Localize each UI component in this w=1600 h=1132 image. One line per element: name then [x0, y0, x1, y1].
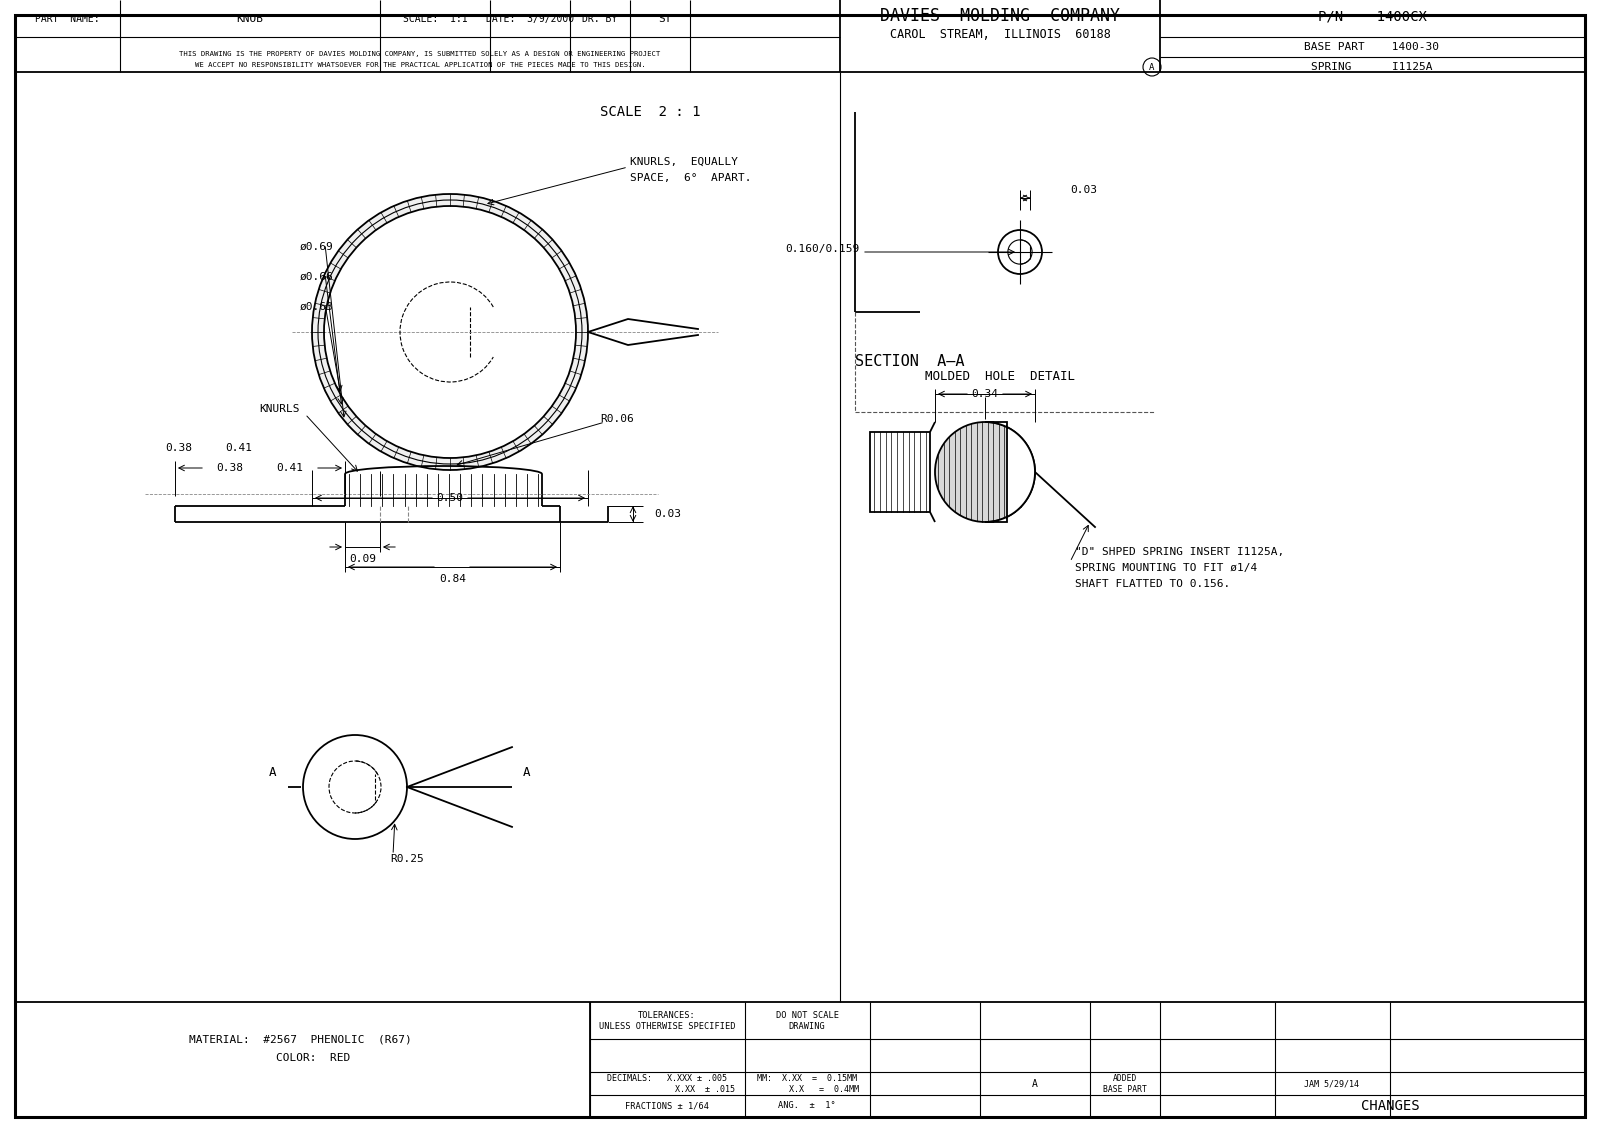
Text: ø0.69: ø0.69 — [301, 242, 334, 252]
Text: SCALE  2 : 1: SCALE 2 : 1 — [600, 105, 701, 119]
Circle shape — [934, 422, 1035, 522]
Text: DR. BY: DR. BY — [582, 14, 618, 24]
Circle shape — [323, 206, 576, 458]
Text: SPRING MOUNTING TO FIT ø1/4: SPRING MOUNTING TO FIT ø1/4 — [1075, 563, 1258, 573]
Text: SPACE,  6°  APART.: SPACE, 6° APART. — [630, 173, 752, 183]
Text: R0.25: R0.25 — [390, 854, 424, 864]
Text: SHAFT FLATTED TO 0.156.: SHAFT FLATTED TO 0.156. — [1075, 578, 1230, 589]
Text: DATE:  3/9/2000: DATE: 3/9/2000 — [486, 14, 574, 24]
Text: WE ACCEPT NO RESPONSIBILITY WHATSOEVER FOR THE PRACTICAL APPLICATION OF THE PIEC: WE ACCEPT NO RESPONSIBILITY WHATSOEVER F… — [195, 62, 645, 68]
Text: ø0.66: ø0.66 — [301, 272, 334, 282]
Text: 0.38: 0.38 — [216, 463, 243, 473]
Text: A: A — [269, 765, 277, 779]
Text: 0.84: 0.84 — [438, 574, 466, 584]
Text: P/N    1400CX: P/N 1400CX — [1317, 9, 1427, 23]
Text: ADDED
BASE PART: ADDED BASE PART — [1102, 1074, 1147, 1094]
Text: 0.41: 0.41 — [226, 443, 253, 453]
Text: FRACTIONS ± 1/64: FRACTIONS ± 1/64 — [626, 1101, 709, 1110]
Text: KNURLS,  EQUALLY: KNURLS, EQUALLY — [630, 157, 738, 168]
Text: 0.03: 0.03 — [654, 509, 682, 518]
Text: JAM 5/29/14: JAM 5/29/14 — [1304, 1080, 1360, 1089]
Text: "D" SHPED SPRING INSERT I1125A,: "D" SHPED SPRING INSERT I1125A, — [1075, 547, 1285, 557]
Text: MATERIAL:  #2567  PHENOLIC  (R67): MATERIAL: #2567 PHENOLIC (R67) — [189, 1035, 411, 1045]
Text: TOLERANCES:
UNLESS OTHERWISE SPECIFIED: TOLERANCES: UNLESS OTHERWISE SPECIFIED — [598, 1011, 736, 1031]
Text: DAVIES  MOLDING  COMPANY: DAVIES MOLDING COMPANY — [880, 7, 1120, 25]
Text: SCALE:  1:1: SCALE: 1:1 — [403, 14, 467, 24]
Text: DECIMALS:   X.XXX ± .005
               X.XX  ± .015: DECIMALS: X.XXX ± .005 X.XX ± .015 — [600, 1074, 734, 1094]
Text: CAROL  STREAM,  ILLINOIS  60188: CAROL STREAM, ILLINOIS 60188 — [890, 28, 1110, 42]
Text: R0.06: R0.06 — [600, 414, 634, 424]
Text: SPRING      I1125A: SPRING I1125A — [1312, 62, 1432, 72]
Text: A: A — [1032, 1079, 1038, 1089]
Text: 0.09: 0.09 — [349, 554, 376, 564]
Text: COLOR:  RED: COLOR: RED — [250, 1053, 350, 1063]
Bar — [870, 432, 930, 512]
Text: ø0.63: ø0.63 — [301, 302, 334, 312]
Text: PART  NAME:: PART NAME: — [35, 14, 99, 24]
Text: DO NOT SCALE
DRAWING: DO NOT SCALE DRAWING — [776, 1011, 838, 1031]
Text: BASE PART    1400-30: BASE PART 1400-30 — [1304, 42, 1440, 52]
Text: 0.34: 0.34 — [971, 389, 998, 398]
Circle shape — [312, 194, 589, 470]
Polygon shape — [986, 422, 1035, 522]
Text: 0.41: 0.41 — [277, 463, 304, 473]
Text: MOLDED  HOLE  DETAIL: MOLDED HOLE DETAIL — [925, 370, 1075, 384]
Text: MM:  X.XX  =  0.15MM
       X.X   =  0.4MM: MM: X.XX = 0.15MM X.X = 0.4MM — [755, 1074, 859, 1094]
Text: 0.50: 0.50 — [437, 494, 464, 503]
Text: ST: ST — [658, 14, 672, 24]
Text: 0.03: 0.03 — [1070, 185, 1098, 195]
Text: KNOB: KNOB — [237, 14, 264, 24]
Text: THIS DRAWING IS THE PROPERTY OF DAVIES MOLDING COMPANY, IS SUBMITTED SOLELY AS A: THIS DRAWING IS THE PROPERTY OF DAVIES M… — [179, 51, 661, 57]
Text: ANG.  ±  1°: ANG. ± 1° — [778, 1101, 835, 1110]
Text: A: A — [1149, 62, 1155, 71]
Text: SECTION  A–A: SECTION A–A — [854, 354, 965, 369]
Text: 0.160/0.159: 0.160/0.159 — [786, 245, 861, 254]
Text: KNURLS: KNURLS — [259, 404, 301, 414]
Text: CHANGES: CHANGES — [1360, 1099, 1419, 1113]
Text: A: A — [523, 765, 531, 779]
Text: 0.38: 0.38 — [165, 443, 192, 453]
